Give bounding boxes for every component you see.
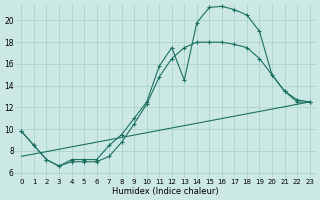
X-axis label: Humidex (Indice chaleur): Humidex (Indice chaleur) (112, 187, 219, 196)
